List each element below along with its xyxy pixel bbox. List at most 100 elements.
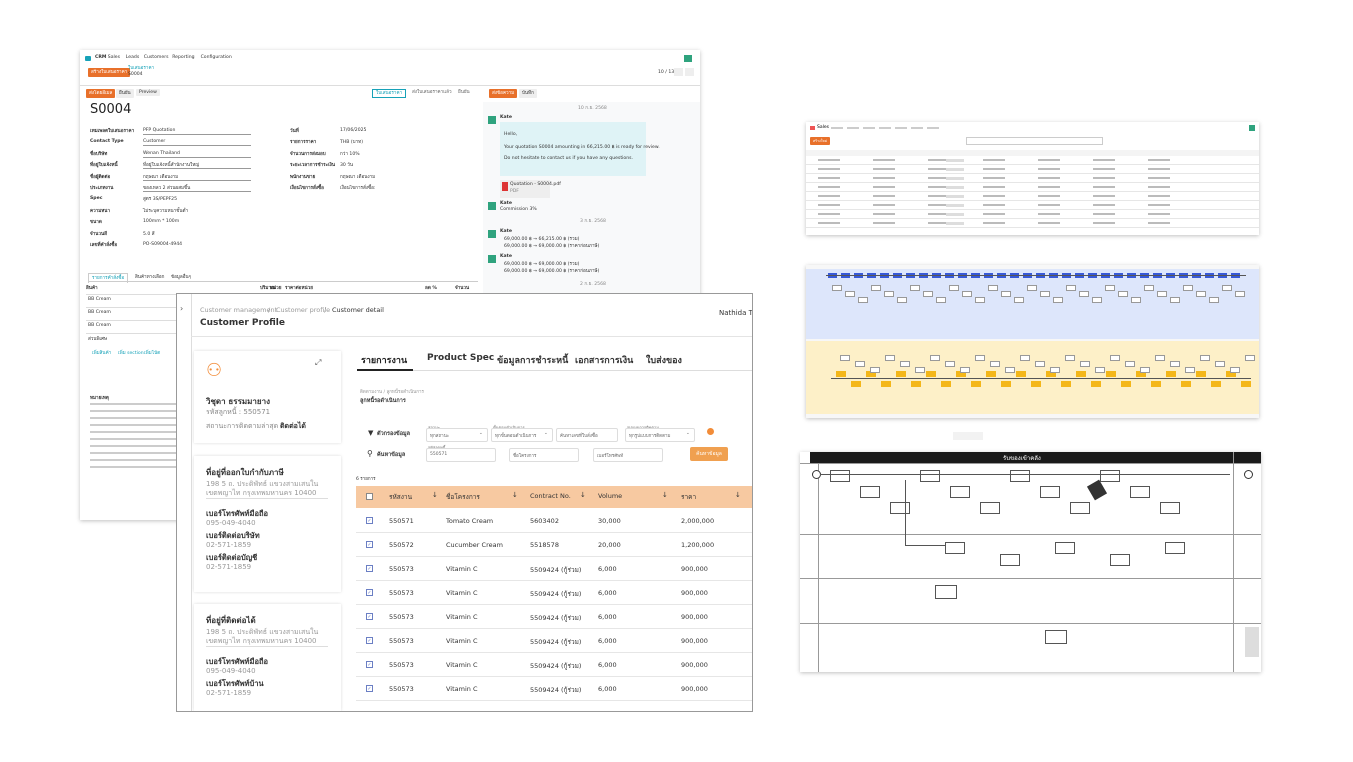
task xyxy=(1160,502,1180,514)
row-count: 6 รายการ xyxy=(356,477,376,482)
row-checkbox[interactable]: ✓ xyxy=(366,661,373,668)
chatter-button[interactable]: บันทึก xyxy=(519,89,537,98)
tabs-line xyxy=(357,370,752,371)
row-checkbox[interactable]: ✓ xyxy=(366,637,373,644)
image-icon xyxy=(1086,479,1108,501)
white-box xyxy=(1053,297,1063,303)
tab[interactable]: รายการงาน xyxy=(361,356,408,366)
search-value: เบอร์โทรศัพท์ xyxy=(597,454,624,459)
white-box xyxy=(870,367,880,373)
breadcrumb[interactable]: Customer management xyxy=(200,306,278,314)
action-button[interactable]: ส่งโดยอีเมล xyxy=(86,89,116,98)
nav-item[interactable]: CRM xyxy=(95,55,107,60)
flow-line xyxy=(826,275,1246,276)
white-box xyxy=(1105,285,1115,291)
cell: 900,000 xyxy=(681,613,708,621)
filter-icon: ▼ xyxy=(368,429,374,437)
blue-box xyxy=(867,273,876,278)
yellow-box xyxy=(1001,381,1011,387)
card-divider xyxy=(206,646,328,647)
table-link[interactable]: เพิ่มโน้ต xyxy=(144,351,161,356)
breadcrumb[interactable]: Customer detail xyxy=(332,306,384,314)
task xyxy=(950,486,970,498)
blue-box xyxy=(880,273,889,278)
tab[interactable]: ข้อมูลการชำระหนี้ xyxy=(497,356,569,366)
action-button[interactable]: Preview xyxy=(136,89,160,96)
table-link[interactable]: เพิ่ม section xyxy=(118,351,144,356)
row-checkbox[interactable]: ✓ xyxy=(366,613,373,620)
author: Kate xyxy=(500,201,512,206)
tab[interactable]: Product Spec xyxy=(427,353,495,363)
blue-box xyxy=(1023,273,1032,278)
nav-item[interactable]: Reporting xyxy=(172,55,195,60)
new-button[interactable]: สร้างใบเสนอราคา xyxy=(88,68,131,77)
cell: 30,000 xyxy=(598,517,621,525)
breadcrumb[interactable]: Customer profile xyxy=(276,306,331,314)
blue-box xyxy=(1140,273,1149,278)
attachment-type: PDF xyxy=(510,189,519,194)
pager-prev xyxy=(674,68,683,76)
white-box xyxy=(855,361,865,367)
nav-item[interactable]: Leads xyxy=(125,55,140,60)
breadcrumb: ใบเสนอราคา xyxy=(128,66,155,71)
chatter-button[interactable]: ส่งข้อความ xyxy=(489,89,518,98)
nav-item[interactable]: Sales xyxy=(107,55,121,60)
white-box xyxy=(840,355,850,361)
contact-value: 02-571-1859 xyxy=(206,541,252,549)
cell: Tomato Cream xyxy=(446,517,494,525)
filter-field[interactable]: ทุกสถานะ ⌄ xyxy=(426,428,488,442)
table-row: BB Cream xyxy=(88,323,111,328)
row-checkbox[interactable]: ✓ xyxy=(366,517,373,524)
filter-field[interactable]: ทุกขั้นตอนดำเนินการ ⌄ xyxy=(491,428,553,442)
cell: Vitamin C xyxy=(446,661,478,669)
cell: 5509424 (กู้ร่วม) xyxy=(530,638,582,646)
table-link[interactable]: เพิ่มสินค้า xyxy=(92,351,112,356)
field-underline xyxy=(143,179,251,181)
field-value: กฤษณา เดือนงาม xyxy=(143,174,179,180)
filter-caption: รูปแบบการติดตาม xyxy=(627,424,659,431)
row-checkbox[interactable]: ✓ xyxy=(366,565,373,572)
task xyxy=(1165,542,1185,554)
dropdown-arrow: ⌄ xyxy=(686,431,690,436)
sidebar-toggle: › xyxy=(180,304,184,313)
action-button[interactable]: ยืนยัน xyxy=(116,89,134,98)
breadcrumb-sep: / xyxy=(324,306,327,314)
tab[interactable]: รายการคำสั่งซื้อ xyxy=(88,273,129,283)
filter-field[interactable]: ค้นหาเลขที่ใบสั่งซื้อ xyxy=(556,428,618,442)
pager-next xyxy=(685,68,694,76)
table-row: BB Cream xyxy=(88,310,111,315)
field-label: Contact Type xyxy=(90,139,124,145)
white-box xyxy=(1035,361,1045,367)
white-box xyxy=(1065,355,1075,361)
search-field[interactable]: ชื่อโครงการ xyxy=(509,448,579,462)
card-divider xyxy=(206,498,328,499)
yellow-box xyxy=(986,371,996,377)
white-box xyxy=(1196,291,1206,297)
row-checkbox[interactable]: ✓ xyxy=(366,685,373,692)
yellow-box xyxy=(1136,371,1146,377)
task xyxy=(1110,554,1130,566)
tab[interactable]: เอกสารการเงิน xyxy=(575,356,634,366)
white-box xyxy=(1079,291,1089,297)
field-value: 30 วัน xyxy=(340,163,354,169)
nav-item[interactable]: Customers xyxy=(143,55,169,60)
search-field[interactable]: เบอร์โทรศัพท์ xyxy=(593,448,663,462)
tab[interactable]: ข้อมูลอื่นๆ xyxy=(171,275,192,280)
task xyxy=(1010,470,1030,482)
filter-field[interactable]: ทุกรูปแบบการติดตาม ⌄ xyxy=(625,428,695,442)
address: เขตพญาไท กรุงเทพมหานคร 10400 xyxy=(206,489,317,497)
search-field[interactable]: 550571 xyxy=(426,448,496,462)
row-checkbox[interactable]: ✓ xyxy=(366,541,373,548)
tab[interactable]: ใบส่งของ xyxy=(646,356,682,366)
row-line xyxy=(356,604,752,605)
new-button[interactable]: สร้างใหม่ xyxy=(810,137,831,145)
row-cells xyxy=(818,222,1198,224)
nav-item[interactable]: Configuration xyxy=(200,55,232,60)
record-title: S0004 xyxy=(90,102,132,117)
tab[interactable]: สินค้าทางเลือก xyxy=(135,275,165,280)
search-button[interactable]: ค้นหาข้อมูล xyxy=(690,447,728,461)
end-event xyxy=(1244,470,1253,479)
placeholder xyxy=(953,432,983,440)
bpmn-thumbnail: รับของเข้าคลัง xyxy=(800,452,1261,672)
row-checkbox[interactable]: ✓ xyxy=(366,589,373,596)
